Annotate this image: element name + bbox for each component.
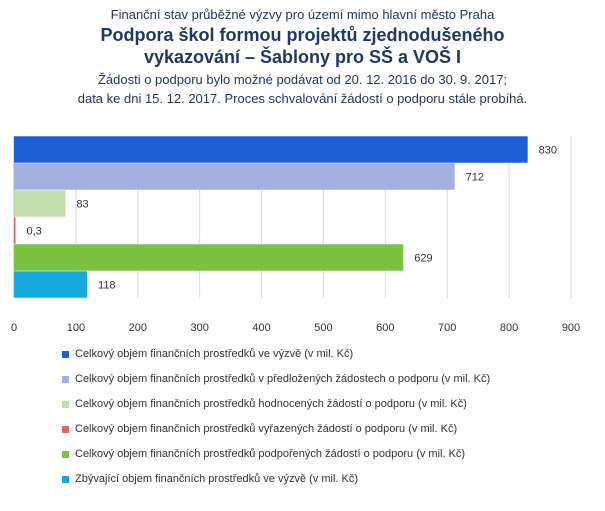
bar-value-label: 0,3 — [27, 226, 42, 238]
x-tick-label: 600 — [376, 322, 394, 334]
legend-item: Celkový objem finančních prostředků hodn… — [62, 398, 467, 410]
x-tick-label: 400 — [252, 322, 270, 334]
legend-label: Celkový objem finančních prostředků podp… — [75, 448, 466, 460]
legend-swatch — [62, 475, 69, 483]
bar — [14, 244, 404, 271]
legend-label: Celkový objem finančních prostředků vyřa… — [75, 423, 458, 435]
legend-swatch — [62, 350, 69, 358]
bar-chart: 0 100 200 300 400 500 600 700 800 900 830 712 83 0,3 6… — [11, 136, 580, 334]
x-tick-label: 0 — [11, 322, 17, 334]
bar-value-label: 712 — [466, 172, 484, 184]
bar-value-label: 83 — [76, 199, 88, 211]
legend-label: Celkový objem finančních prostředků ve v… — [75, 348, 354, 360]
legend-item: Zbývající objem finančních prostředků ve… — [62, 473, 358, 485]
legend-swatch — [62, 450, 69, 458]
chart-note-line1: Žádosti o podporu bylo možné podávat od … — [97, 72, 508, 87]
legend-label: Zbývající objem finančních prostředků ve… — [75, 473, 359, 485]
legend-item: Celkový objem finančních prostředků vyřa… — [62, 423, 457, 435]
bar-value-label: 629 — [414, 253, 432, 265]
chart-title-line1: Podpora škol formou projektů zjednodušen… — [100, 25, 505, 45]
legend-label: Celkový objem finančních prostředků hodn… — [75, 398, 467, 410]
bar — [14, 217, 16, 244]
legend-label: Celkový objem finančních prostředků v př… — [75, 373, 491, 385]
legend-item: Celkový objem finančních prostředků podp… — [62, 448, 465, 460]
chart-note-line2: data ke dni 15. 12. 2017. Proces schvalo… — [77, 91, 528, 106]
x-tick-label: 500 — [314, 322, 332, 334]
bar — [14, 136, 528, 163]
x-tick-label: 900 — [562, 322, 580, 334]
chart-title-line2: vykazování – Šablony pro SŠ a VOŠ I — [143, 47, 462, 67]
bar — [14, 271, 88, 298]
legend-swatch — [62, 425, 69, 433]
bar-value-label: 830 — [539, 145, 557, 157]
x-tick-label: 800 — [500, 322, 518, 334]
x-tick-label: 100 — [67, 322, 85, 334]
legend-swatch — [62, 375, 69, 383]
bar — [14, 190, 66, 217]
legend-item: Celkový objem finančních prostředků ve v… — [62, 348, 353, 360]
bar — [14, 163, 455, 190]
x-tick-label: 700 — [438, 322, 456, 334]
chart-supertitle: Finanční stav průběžné výzvy pro území m… — [110, 7, 495, 22]
x-tick-label: 300 — [190, 322, 208, 334]
bar-value-label: 118 — [98, 280, 116, 292]
legend-item: Celkový objem finančních prostředků v př… — [62, 373, 490, 385]
legend-swatch — [62, 400, 69, 408]
x-tick-label: 200 — [129, 322, 147, 334]
